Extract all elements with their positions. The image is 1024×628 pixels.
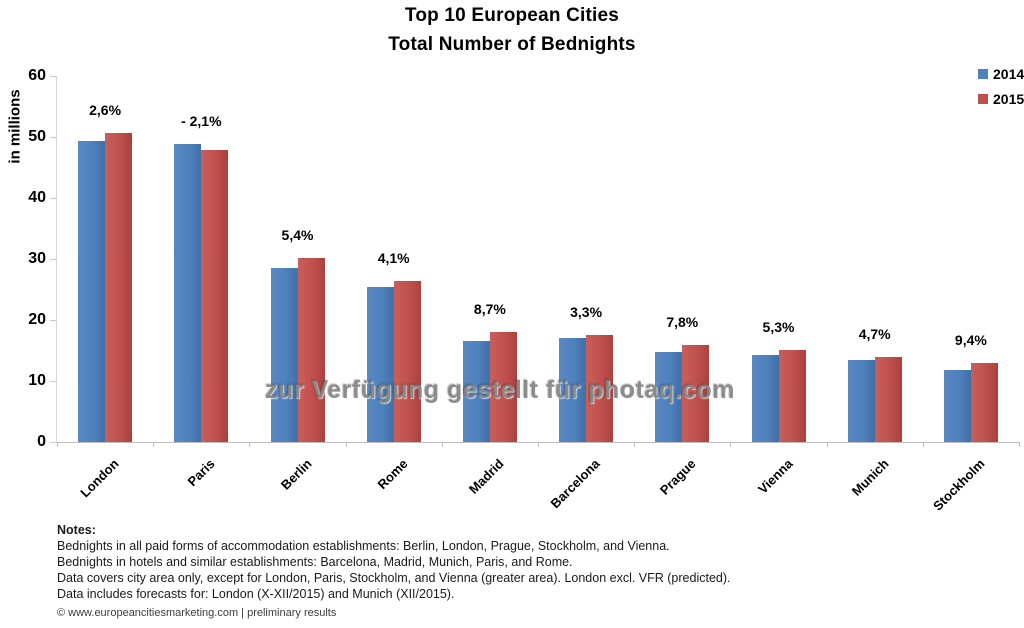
bar-stockholm-2015 [970, 363, 998, 442]
notes-line-3: Data covers city area only, except for L… [57, 571, 731, 585]
x-tick-mark [730, 442, 732, 447]
x-tick-mark [153, 442, 155, 447]
bar-prague-2015 [682, 345, 710, 442]
y-tick-mark [50, 197, 57, 199]
chart-title-line1: Top 10 European Cities [404, 5, 620, 26]
legend-swatch-2014 [978, 69, 988, 79]
change-label-stockholm: 9,4% [954, 332, 987, 349]
notes-block: Notes: Bednights in all paid forms of ac… [57, 522, 731, 602]
legend-label-2015: 2015 [993, 91, 1024, 107]
change-label-rome: 4,1% [377, 249, 410, 266]
chart-title: Top 10 European Cities Total Number of B… [0, 1, 1024, 59]
bar-stockholm-2014 [943, 370, 971, 442]
bar-munich-2015 [874, 356, 902, 442]
x-tick-mark [441, 442, 443, 447]
bar-paris-2015 [201, 149, 229, 442]
chart-title-line2: Total Number of Bednights [388, 34, 636, 55]
x-tick-mark [1019, 442, 1020, 447]
notes-lines: Bednights in all paid forms of accommoda… [57, 538, 731, 602]
x-tick-mark [826, 442, 828, 447]
change-label-barcelona: 3,3% [570, 303, 603, 320]
x-tick-mark [57, 442, 58, 447]
bar-london-2014 [78, 141, 106, 442]
bar-munich-2014 [847, 360, 875, 442]
bar-berlin-2015 [297, 257, 325, 442]
bar-vienna-2014 [751, 354, 779, 442]
bar-london-2015 [105, 133, 133, 442]
y-tick-mark [50, 258, 57, 260]
bar-rome-2014 [366, 287, 394, 442]
legend-item-2015: 2015 [978, 91, 1024, 107]
x-tick-mark [249, 442, 251, 447]
bar-paris-2014 [174, 143, 202, 442]
y-tick-label: 50 [28, 128, 46, 145]
legend: 2014 2015 [978, 66, 1024, 116]
source-line: © www.europeancitiesmarketing.com | prel… [57, 607, 337, 619]
x-axis-label-munich: Munich [848, 456, 892, 499]
y-tick-mark [50, 136, 57, 138]
change-label-vienna: 5,3% [762, 318, 795, 335]
notes-line-4: Data includes forecasts for: London (X-X… [57, 587, 455, 601]
bar-barcelona-2014 [559, 338, 587, 442]
change-label-london: 2,6% [89, 102, 122, 119]
bar-madrid-2014 [462, 341, 490, 442]
change-label-paris: - 2,1% [181, 112, 222, 129]
legend-label-2014: 2014 [993, 66, 1024, 82]
bar-madrid-2015 [489, 332, 517, 442]
bar-rome-2015 [393, 280, 421, 442]
bar-barcelona-2015 [586, 334, 614, 442]
x-tick-mark [922, 442, 924, 447]
y-tick-mark [50, 441, 57, 443]
change-label-prague: 7,8% [666, 314, 699, 330]
notes-line-1: Bednights in all paid forms of accommoda… [57, 539, 670, 553]
change-label-berlin: 5,4% [281, 226, 314, 243]
bar-vienna-2015 [778, 349, 806, 442]
y-tick-label: 20 [28, 311, 46, 328]
y-tick-label: 40 [28, 189, 46, 206]
x-axis-label-stockholm: Stockholm [929, 456, 988, 514]
bar-prague-2014 [655, 352, 683, 442]
x-tick-mark [345, 442, 347, 447]
legend-swatch-2015 [978, 94, 988, 104]
notes-line-2: Bednights in hotels and similar establis… [57, 555, 573, 569]
y-tick-label: 30 [28, 250, 46, 267]
x-tick-mark [538, 442, 539, 447]
y-tick-label: 60 [28, 67, 46, 84]
y-axis-title: in millions [6, 89, 24, 164]
y-tick-mark [50, 380, 57, 382]
y-tick-mark [50, 319, 57, 321]
notes-heading: Notes: [57, 523, 96, 537]
y-tick-mark [50, 75, 57, 77]
change-label-madrid: 8,7% [473, 301, 506, 318]
change-label-munich: 4,7% [858, 325, 891, 342]
legend-item-2014: 2014 [978, 66, 1024, 82]
y-tick-label: 10 [28, 372, 46, 389]
bar-berlin-2014 [270, 267, 298, 442]
x-tick-mark [634, 442, 636, 447]
x-axis-line [56, 442, 1019, 443]
y-tick-label: 0 [37, 433, 46, 450]
